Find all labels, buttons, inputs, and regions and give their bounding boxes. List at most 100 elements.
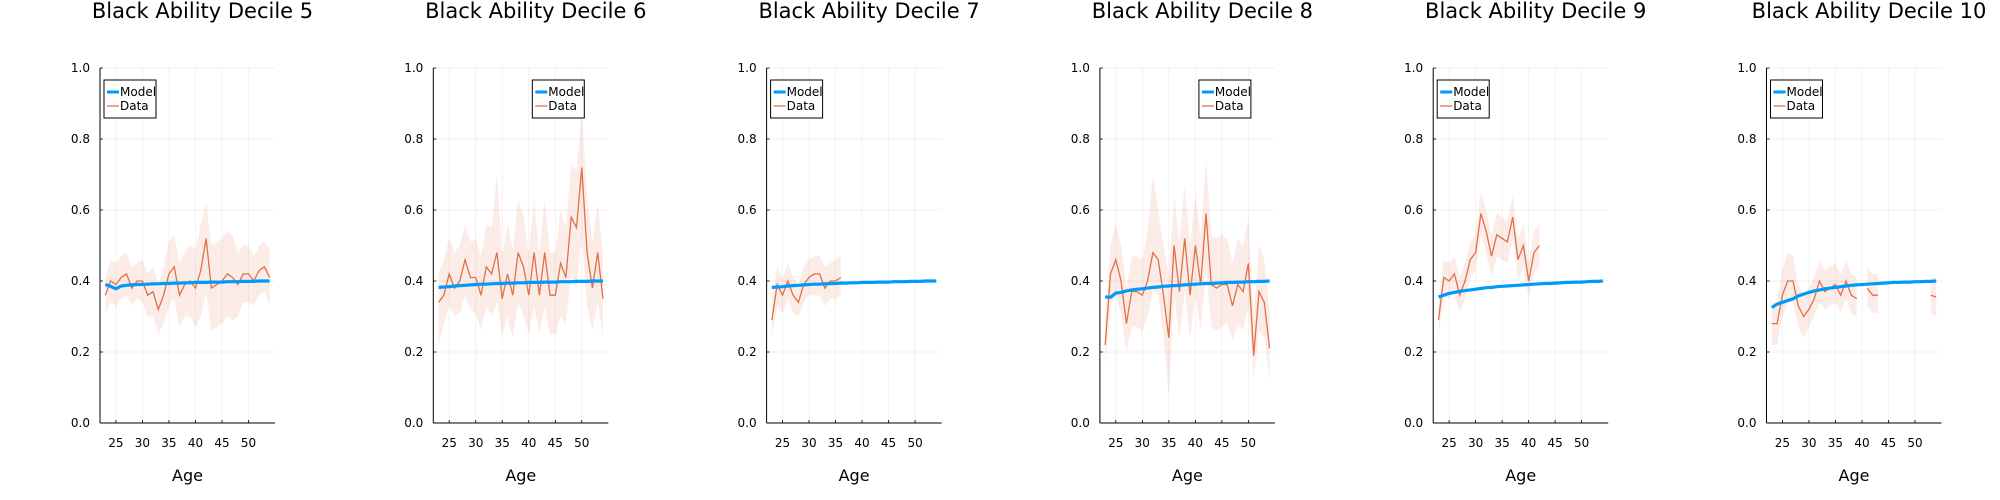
x-tick-label: 25: [775, 436, 790, 450]
grid-lines: [1099, 67, 1275, 424]
y-tick-label: 0.2: [1737, 345, 1756, 359]
x-tick-label: 45: [548, 436, 563, 450]
legend-model-label: Model: [548, 85, 584, 99]
x-tick-label: 25: [1775, 436, 1790, 450]
chart-title: Black Ability Decile 5: [92, 0, 313, 23]
legend-box: [531, 79, 585, 119]
y-tick-label: 0.8: [404, 132, 423, 146]
y-tick-label: 1.0: [1071, 61, 1090, 75]
y-tick-label: 0.6: [1404, 203, 1423, 217]
chart-panel-7: Black Ability Decile 7 25 30 35 40 45 50 0.0 0.2…: [738, 0, 980, 485]
data-confidence-band: [438, 110, 603, 345]
chart-panel-5: Black Ability Decile 5 25 30 35 40 45 50 0.0 0.2…: [71, 0, 313, 485]
data-series-line: [1930, 294, 1937, 298]
grid-lines: [100, 67, 275, 424]
data-confidence-band: [105, 202, 270, 335]
y-tick-label: 0.4: [71, 274, 90, 288]
x-tick-label: 50: [574, 436, 589, 450]
model-series-line: [771, 279, 937, 289]
x-tick-label: 50: [907, 436, 922, 450]
y-tick-label: 0.0: [404, 416, 423, 430]
data-series-line: [1437, 213, 1540, 321]
grid-lines: [766, 67, 942, 424]
legend-data-label: Data: [548, 99, 577, 113]
chart-title: Black Ability Decile 9: [1425, 0, 1646, 23]
y-tick-label: 0.8: [1071, 132, 1090, 146]
grid-lines: [1766, 67, 1942, 424]
y-tick-label: 0.6: [71, 203, 90, 217]
x-axis-label: Age: [839, 466, 870, 485]
data-confidence-band: [1105, 160, 1270, 395]
x-tick-label: 25: [1441, 436, 1456, 450]
x-tick-label: 35: [828, 436, 843, 450]
legend-data-label: Data: [1215, 99, 1244, 113]
y-tick-label: 0.4: [738, 274, 757, 288]
legend-box: [1198, 79, 1252, 119]
x-tick-label: 40: [854, 436, 869, 450]
x-tick-label: 45: [214, 436, 229, 450]
y-tick-label: 0.8: [1404, 132, 1423, 146]
data-confidence-band: [771, 256, 841, 338]
y-tick-label: 0.2: [1404, 345, 1423, 359]
y-tick-label: 0.6: [404, 203, 423, 217]
data-confidence-band: [1438, 192, 1540, 338]
x-tick-label: 25: [108, 436, 123, 450]
x-tick-label: 40: [1854, 436, 1869, 450]
model-series-line: [104, 279, 270, 291]
legend-box: [103, 79, 157, 119]
x-tick-label: 30: [135, 436, 150, 450]
x-tick-label: 25: [442, 436, 457, 450]
x-tick-label: 35: [495, 436, 510, 450]
chart-title: Black Ability Decile 10: [1752, 0, 1987, 23]
x-tick-label: 45: [1548, 436, 1563, 450]
y-tick-label: 0.0: [1404, 416, 1423, 430]
x-tick-label: 25: [1108, 436, 1123, 450]
legend-data-label: Data: [787, 99, 816, 113]
y-tick-label: 0.4: [1404, 274, 1423, 288]
model-series-line: [438, 279, 603, 289]
model-series-line: [1437, 279, 1604, 299]
legend-model-label: Model: [787, 85, 823, 99]
y-tick-label: 0.2: [1071, 345, 1090, 359]
y-tick-label: 1.0: [1737, 61, 1756, 75]
y-tick-label: 1.0: [738, 61, 757, 75]
x-tick-label: 45: [881, 436, 896, 450]
x-tick-label: 30: [801, 436, 816, 450]
y-tick-label: 0.2: [738, 345, 757, 359]
y-tick-label: 1.0: [404, 61, 423, 75]
x-tick-label: 45: [1214, 436, 1229, 450]
y-tick-label: 0.8: [1737, 132, 1756, 146]
chart-panel-9: Black Ability Decile 9 25 30 35 40 45 50 0.0 0.2…: [1404, 0, 1646, 485]
chart-title: Black Ability Decile 7: [758, 0, 979, 23]
legend-model-label: Model: [120, 85, 156, 99]
x-tick-label: 30: [468, 436, 483, 450]
y-tick-label: 0.0: [1737, 416, 1756, 430]
x-axis-label: Age: [172, 466, 203, 485]
y-tick-label: 0.6: [1071, 203, 1090, 217]
x-tick-label: 35: [1828, 436, 1843, 450]
x-tick-label: 35: [161, 436, 176, 450]
y-tick-label: 0.6: [1737, 203, 1756, 217]
x-tick-label: 40: [521, 436, 536, 450]
x-tick-label: 50: [1907, 436, 1922, 450]
x-axis-label: Age: [1505, 466, 1536, 485]
legend-box: [1770, 79, 1823, 119]
chart-title: Black Ability Decile 6: [425, 0, 646, 23]
data-confidence-band: [1930, 277, 1937, 317]
y-tick-label: 0.0: [71, 416, 90, 430]
x-tick-label: 30: [1468, 436, 1483, 450]
x-tick-label: 35: [1494, 436, 1509, 450]
legend-data-label: Data: [1453, 99, 1482, 113]
x-tick-label: 40: [1521, 436, 1536, 450]
y-tick-label: 0.6: [738, 203, 757, 217]
x-tick-label: 35: [1161, 436, 1176, 450]
chart-panel-6: Black Ability Decile 6 25 30 35 40 45 50 0.0 0.2…: [404, 0, 646, 485]
chart-title: Black Ability Decile 8: [1092, 0, 1313, 23]
x-axis-label: Age: [505, 466, 536, 485]
y-tick-label: 0.0: [1071, 416, 1090, 430]
